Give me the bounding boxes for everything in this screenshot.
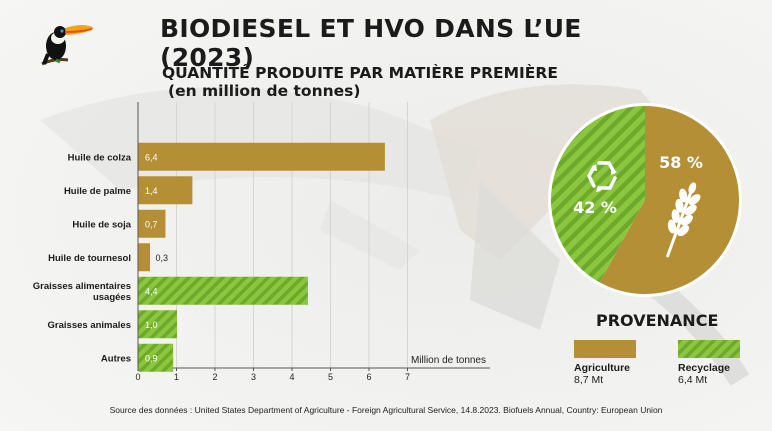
recycle-arrowhead	[611, 168, 617, 175]
wheat-stem	[666, 188, 694, 258]
x-tick-label: 5	[328, 372, 333, 382]
recycle-arrowhead	[590, 164, 597, 171]
x-axis-label: Million de tonnes	[411, 355, 486, 366]
category-label: Autres	[101, 353, 131, 364]
bar	[138, 176, 193, 205]
page-title: BIODIESEL ET HVO DANS L’UE (2023)	[160, 14, 582, 72]
x-tick-label: 1	[174, 372, 179, 382]
category-label: Huile de tournesol	[48, 253, 131, 264]
pie-slice-agriculture	[599, 106, 739, 294]
toucan-logo	[41, 25, 94, 66]
data-label: 1,0	[145, 320, 158, 330]
data-label: 0,7	[145, 219, 158, 229]
legend-swatch-agriculture	[574, 340, 636, 358]
recycle-arrow	[598, 176, 617, 190]
category-label: Graisses alimentaires	[33, 281, 131, 292]
x-tick-label: 7	[405, 372, 410, 382]
chart-subtitle: QUANTITÉ PRODUITE PAR MATIÈRE PREMIÈRE	[162, 64, 558, 82]
source-note: Source des données : United States Depar…	[109, 405, 663, 415]
wheat-grain	[671, 209, 680, 224]
pie-slice-recycling	[550, 106, 645, 283]
wheat-grain	[684, 204, 697, 216]
recycle-icon	[587, 161, 617, 192]
data-label: 0,3	[156, 253, 169, 263]
wheat-grain	[681, 214, 693, 226]
chart-subtitle-unit: (en million de tonnes)	[168, 82, 361, 100]
wheat-grain	[688, 182, 697, 194]
category-label: Huile de palme	[64, 186, 131, 197]
category-label: Huile de soja	[72, 219, 131, 230]
bar	[138, 243, 151, 272]
wheat-grain	[679, 188, 688, 203]
bar	[138, 310, 177, 339]
legend-recycling-label: Recyclage	[678, 362, 730, 374]
legend-recycling-amount: 6,4 Mt	[678, 374, 708, 386]
wheat-grain	[667, 219, 677, 234]
bar	[138, 276, 308, 305]
legend-swatch-recycling	[678, 340, 740, 358]
legend-recycling: Recyclage 6,4 Mt	[678, 362, 730, 386]
bar	[138, 343, 174, 372]
pie-chart: 58 % 42 %	[548, 103, 742, 297]
data-label: 6,4	[145, 152, 158, 162]
x-tick-label: 0	[135, 372, 140, 382]
category-label: usagées	[93, 292, 131, 303]
legend-agriculture: Agriculture 8,7 Mt	[574, 362, 630, 386]
bar	[138, 142, 385, 171]
x-tick-label: 6	[366, 372, 371, 382]
legend-agriculture-amount: 8,7 Mt	[574, 374, 604, 386]
x-tick-label: 2	[212, 372, 217, 382]
wheat-grain	[688, 194, 701, 206]
x-tick-label: 3	[251, 372, 256, 382]
wheat-grain	[677, 225, 690, 237]
pie-label-recycling: 42 %	[573, 198, 617, 217]
bar	[138, 209, 166, 238]
wheat-icon	[666, 182, 701, 258]
x-tick-label: 4	[289, 372, 294, 382]
data-label: 1,4	[145, 186, 158, 196]
pie-title: PROVENANCE	[596, 311, 719, 330]
category-label: Huile de colza	[68, 152, 132, 163]
wheat-grain	[675, 198, 684, 213]
category-label: Graisses animales	[48, 320, 131, 331]
data-label: 0,9	[145, 353, 158, 363]
pie-label-agriculture: 58 %	[659, 153, 703, 172]
recycle-arrowhead	[596, 185, 601, 192]
data-label: 4,4	[145, 286, 158, 296]
legend-agriculture-label: Agriculture	[574, 362, 631, 374]
